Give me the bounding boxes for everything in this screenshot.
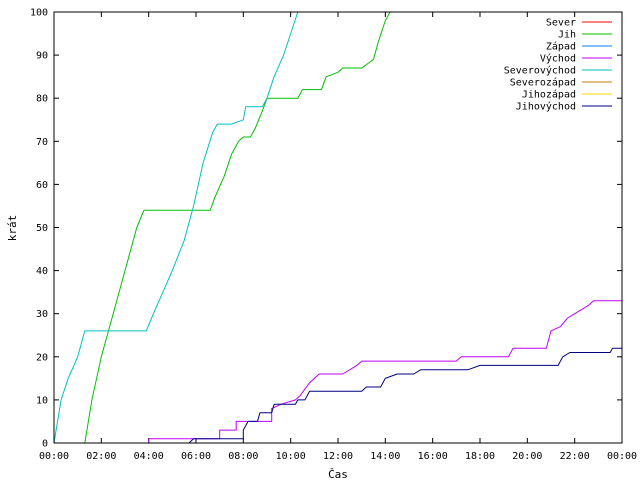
x-tick-labels: 00:00 02:00 04:00 06:00 08:00 10:00 12:00 14:00… (39, 451, 637, 462)
legend-label: Jih (558, 30, 576, 41)
plot-frame (53, 11, 623, 444)
y-axis-title: krát (6, 215, 19, 242)
legend-label: Severovýchod (504, 65, 576, 77)
series-line-severovýchod (53, 11, 299, 444)
y-tick-labels: 0 10 20 30 40 50 60 70 80 90 100 (30, 8, 48, 450)
x-tick-label: 08:00 (228, 451, 258, 462)
y-tick-label: 10 (36, 395, 48, 406)
y-tick-label: 70 (36, 137, 48, 148)
y-tick-label: 0 (42, 439, 48, 450)
x-tick-label: 06:00 (181, 451, 211, 462)
y-tick-label: 20 (36, 352, 48, 363)
axis-ticks (53, 11, 623, 444)
x-axis-title: Čas (328, 468, 348, 480)
legend-label: Jihovýchod (516, 101, 576, 113)
series-line-jih (84, 11, 391, 444)
y-tick-label: 30 (36, 309, 48, 320)
legend-label: Sever (546, 18, 576, 29)
x-tick-label: 02:00 (86, 451, 116, 462)
legend-label: Západ (546, 41, 576, 53)
x-tick-label: 00:00 (607, 451, 637, 462)
y-tick-label: 60 (36, 180, 48, 191)
x-tick-label: 22:00 (560, 451, 590, 462)
x-tick-label: 04:00 (134, 451, 164, 462)
x-tick-label: 18:00 (465, 451, 495, 462)
legend: SeverJihZápadVýchodSeverovýchodSeverozáp… (504, 18, 612, 113)
x-tick-label: 10:00 (276, 451, 306, 462)
y-tick-label: 50 (36, 223, 48, 234)
x-tick-label: 14:00 (370, 451, 400, 462)
legend-label: Východ (540, 53, 576, 65)
series-lines (53, 11, 623, 444)
x-tick-label: 12:00 (323, 451, 353, 462)
y-tick-label: 80 (36, 94, 48, 105)
y-tick-label: 40 (36, 266, 48, 277)
legend-label: Jihozápad (522, 89, 576, 101)
series-line-jihovýchod (188, 347, 622, 444)
y-tick-label: 100 (30, 8, 48, 19)
x-tick-label: 00:00 (39, 451, 69, 462)
series-line-východ (148, 296, 623, 443)
x-tick-label: 16:00 (418, 451, 448, 462)
y-tick-label: 90 (36, 51, 48, 62)
x-tick-label: 20:00 (512, 451, 542, 462)
legend-label: Severozápad (510, 77, 576, 89)
